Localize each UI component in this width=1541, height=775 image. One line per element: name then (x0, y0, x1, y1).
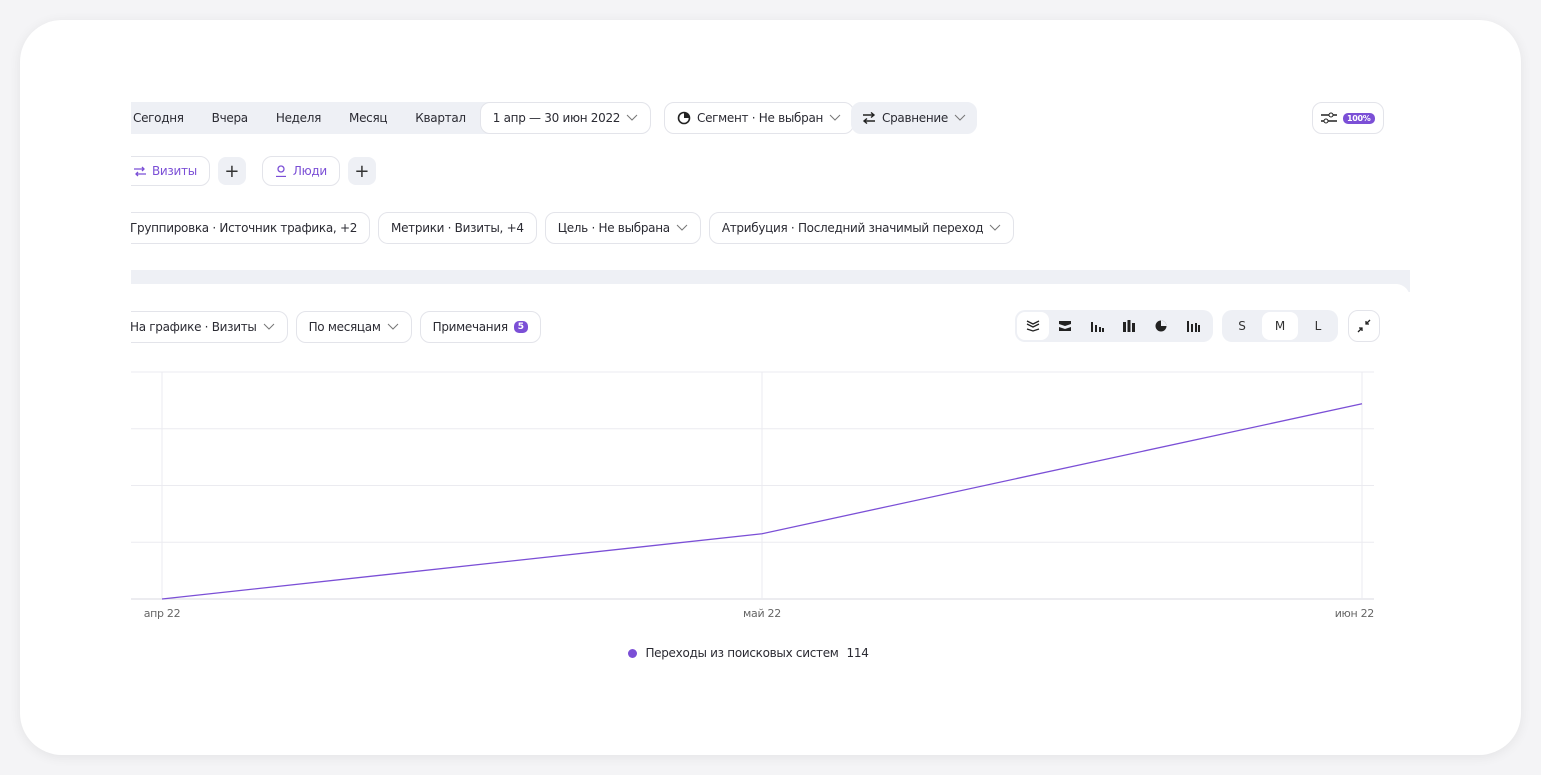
type-columns[interactable] (1177, 312, 1209, 340)
chevron (626, 114, 638, 121)
type-bar[interactable] (1081, 312, 1113, 340)
sampling-badge: 100% (1343, 112, 1375, 124)
filter-text: Группировка · Источник трафика, +2 (131, 221, 358, 235)
notes-count: 5 (513, 321, 528, 333)
collapse-button[interactable] (1348, 310, 1380, 342)
tabs: Визиты + Люди + (131, 155, 431, 187)
chevron (829, 114, 841, 121)
period[interactable]: Квартал (415, 111, 466, 125)
pie-icon (677, 111, 691, 125)
type-pie[interactable] (1145, 312, 1177, 340)
period[interactable]: Неделя (275, 111, 322, 125)
filter[interactable]: Метрики · Визиты, +4 (378, 212, 537, 244)
settings-icon (1321, 112, 1337, 124)
add-button[interactable]: + (347, 157, 376, 185)
period[interactable]: Месяц (349, 111, 388, 125)
metric-select[interactable]: На графике · Визиты (131, 311, 288, 343)
chevron (387, 323, 398, 330)
person-icon (275, 165, 286, 177)
size-group: S M L (1222, 310, 1338, 342)
tab-text: Визиты (152, 164, 197, 178)
filters: Группировка · Источник трафика, +2 Метри… (131, 211, 1031, 245)
segment[interactable]: Сегмент · Не выбран (664, 102, 855, 134)
chevron (954, 114, 966, 121)
legend-dot (628, 648, 638, 658)
period-select[interactable]: По месяцам (295, 311, 412, 343)
period-group: Сегодня Вчера Неделя Месяц Квартал 1 апр… (131, 102, 652, 134)
compare[interactable]: Сравнение (851, 102, 977, 134)
metric-text: На графике · Визиты (131, 320, 257, 334)
legend-name: Переходы из поисковых систем (645, 646, 839, 660)
date-range-text: 1 апр — 30 июн 2022 (492, 111, 621, 125)
sampling[interactable]: 100% (1312, 102, 1384, 134)
size[interactable]: M (1262, 312, 1298, 340)
size[interactable]: S (1238, 319, 1246, 333)
chevron (676, 224, 688, 231)
chevron (263, 323, 274, 330)
segment-text: Сегмент · Не выбран (697, 111, 824, 125)
legend: Переходы из поисковых систем 114 (0, 646, 1497, 660)
filter-text: Атрибуция · Последний значимый переход (721, 221, 984, 235)
compare-text: Сравнение (882, 111, 948, 125)
filter[interactable]: Группировка · Источник трафика, +2 (131, 212, 371, 244)
period[interactable]: Вчера (211, 111, 248, 125)
type-line[interactable] (1017, 312, 1049, 340)
notes[interactable]: Примечания 5 (419, 311, 541, 343)
filter-text: Цель · Не выбрана (557, 221, 670, 235)
chevron (989, 224, 1001, 231)
type-area[interactable] (1049, 312, 1081, 340)
swap-icon (862, 112, 876, 124)
filter[interactable]: Атрибуция · Последний значимый переход (708, 212, 1015, 244)
date-range[interactable]: 1 апр — 30 июн 2022 (479, 102, 652, 134)
period-text: По месяцам (308, 320, 381, 334)
filter-text: Метрики · Визиты, +4 (391, 221, 524, 235)
toolbar: Сегодня Вчера Неделя Месяц Квартал 1 апр… (131, 102, 671, 134)
filter[interactable]: Цель · Не выбрана (544, 212, 701, 244)
size[interactable]: L (1314, 319, 1322, 333)
legend-total: 114 (846, 646, 869, 660)
swap-icon (134, 166, 146, 176)
tab-text: Люди (292, 164, 327, 178)
chart-type-group (1015, 310, 1213, 342)
tab[interactable]: Люди (261, 156, 340, 186)
chart-controls: На графике · Визиты По месяцам Примечани… (131, 310, 631, 344)
add-button[interactable]: + (217, 157, 246, 185)
chart-panel (131, 284, 1410, 704)
notes-text: Примечания (432, 320, 508, 334)
tab[interactable]: Визиты (131, 156, 210, 186)
period[interactable]: Сегодня (133, 111, 184, 125)
type-stacked[interactable] (1113, 312, 1145, 340)
